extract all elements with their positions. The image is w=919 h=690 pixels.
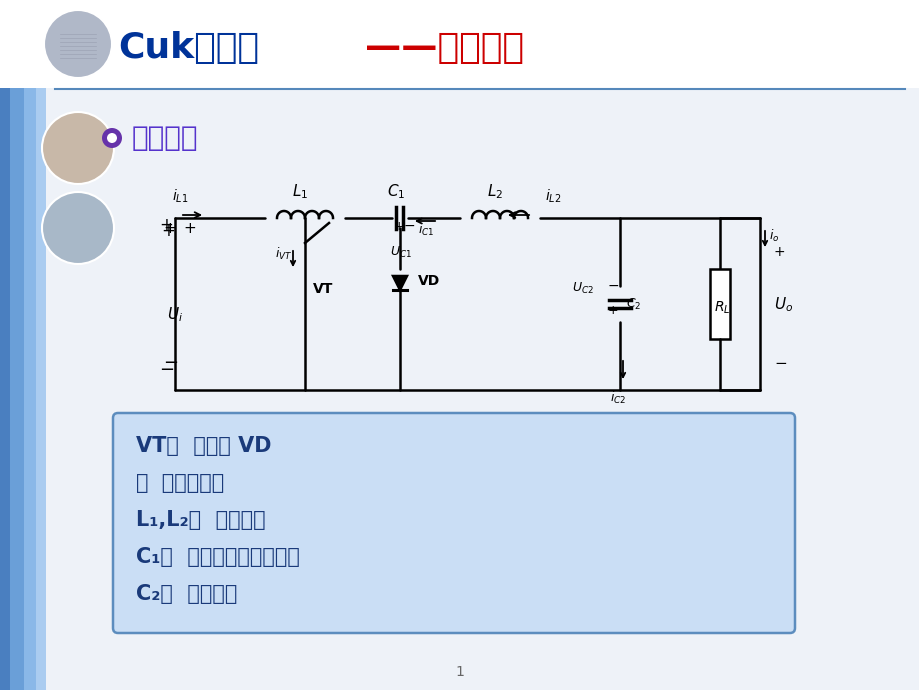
Text: +: + xyxy=(607,304,618,317)
Text: $C_2$: $C_2$ xyxy=(625,297,641,312)
Text: −: − xyxy=(163,354,178,372)
Text: +: + xyxy=(161,222,175,240)
Text: C₁：  传递能量的耦合电容: C₁： 传递能量的耦合电容 xyxy=(136,547,300,567)
Text: C₂：  滤波电容: C₂： 滤波电容 xyxy=(136,584,237,604)
Text: VT：  开关管 VD: VT： 开关管 VD xyxy=(136,436,271,456)
Text: $i_{VT}$: $i_{VT}$ xyxy=(275,246,292,262)
Text: $C_1$: $C_1$ xyxy=(386,182,404,201)
Circle shape xyxy=(42,192,114,264)
Circle shape xyxy=(42,112,114,184)
Text: $U_i$: $U_i$ xyxy=(167,305,183,324)
Bar xyxy=(36,0,46,690)
Circle shape xyxy=(44,10,112,78)
Text: VD: VD xyxy=(417,274,440,288)
Text: +: + xyxy=(183,221,196,236)
Text: $U_o$: $U_o$ xyxy=(773,295,792,314)
Text: 1: 1 xyxy=(455,665,464,679)
Text: $i_{C2}$: $i_{C2}$ xyxy=(609,390,626,406)
Bar xyxy=(0,0,10,690)
Polygon shape xyxy=(392,276,406,290)
Text: +: + xyxy=(773,245,785,259)
Text: $i_{L1}$: $i_{L1}$ xyxy=(172,188,188,206)
Bar xyxy=(709,269,729,339)
Text: +: + xyxy=(163,221,176,236)
Text: +: + xyxy=(393,220,404,233)
Text: −: − xyxy=(607,279,619,293)
Text: L₁,L₂：  储能电感: L₁,L₂： 储能电感 xyxy=(136,510,266,530)
Text: ——工作原理: ——工作原理 xyxy=(365,31,524,65)
Text: $i_o$: $i_o$ xyxy=(768,228,778,244)
Text: +: + xyxy=(159,216,173,234)
Text: Cuk变换器: Cuk变换器 xyxy=(118,31,259,65)
Bar xyxy=(24,0,36,690)
Text: −: − xyxy=(403,219,415,233)
Bar xyxy=(0,0,919,88)
Text: $i_{C1}$: $i_{C1}$ xyxy=(417,222,434,238)
FancyBboxPatch shape xyxy=(113,413,794,633)
Text: −: − xyxy=(773,356,786,371)
Text: −: − xyxy=(159,361,174,379)
Text: ：  续流二极管: ： 续流二极管 xyxy=(136,473,224,493)
Text: 基本结构: 基本结构 xyxy=(131,124,199,152)
Circle shape xyxy=(102,128,122,148)
Text: $U_{C1}$: $U_{C1}$ xyxy=(390,245,412,260)
Text: $i_{L2}$: $i_{L2}$ xyxy=(544,188,561,206)
Text: $R_L$: $R_L$ xyxy=(713,300,730,317)
Text: $U_{C2}$: $U_{C2}$ xyxy=(572,281,594,296)
Text: $L_2$: $L_2$ xyxy=(486,182,503,201)
Bar xyxy=(10,0,24,690)
Text: $L_1$: $L_1$ xyxy=(291,182,308,201)
Circle shape xyxy=(107,133,117,143)
Text: VT: VT xyxy=(312,282,333,296)
